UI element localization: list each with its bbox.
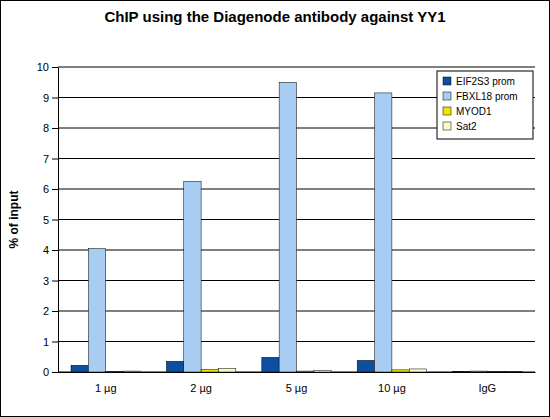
y-tick-label: 2 xyxy=(43,305,49,317)
bar xyxy=(375,93,392,372)
x-tick: 10 µg xyxy=(378,382,406,394)
y-tick-label: 5 xyxy=(43,214,49,226)
y-tick-label: 10 xyxy=(37,61,49,73)
legend-frame xyxy=(437,71,533,139)
x-tick: 1 µg xyxy=(95,382,117,394)
y-tick-mark xyxy=(52,159,58,160)
y-tick-mark xyxy=(52,342,58,343)
bar xyxy=(262,357,279,372)
x-tick-label: 1 µg xyxy=(95,382,117,394)
bar xyxy=(357,360,374,372)
bar xyxy=(392,370,409,372)
x-tick-label: 5 µg xyxy=(286,382,308,394)
y-tick-label: 4 xyxy=(43,244,49,256)
y-tick-label: 0 xyxy=(43,366,49,378)
x-tick: 2 µg xyxy=(190,382,212,394)
y-tick: 8 xyxy=(43,122,58,134)
y-tick: 6 xyxy=(43,183,58,195)
grid-line xyxy=(58,67,535,68)
y-tick-label: 9 xyxy=(43,92,49,104)
y-axis-line xyxy=(58,68,59,373)
y-tick-mark xyxy=(52,67,58,68)
y-tick: 1 xyxy=(43,336,58,348)
chart-border xyxy=(1,1,550,417)
bar xyxy=(71,365,88,372)
bar xyxy=(201,370,218,372)
y-tick-mark xyxy=(52,281,58,282)
x-axis: 1 µg 2 µg 5 µg 10 µg IgG xyxy=(59,373,536,394)
bar xyxy=(487,371,504,372)
bar xyxy=(505,371,522,372)
x-tick: 5 µg xyxy=(286,382,308,394)
y-axis-title: % of input xyxy=(7,191,21,249)
y-tick: 9 xyxy=(43,92,58,104)
legend-label: FBXL18 prom xyxy=(456,91,518,102)
y-tick-mark xyxy=(52,220,58,221)
y-tick-mark xyxy=(52,311,58,312)
bar xyxy=(409,369,426,372)
bar xyxy=(279,82,296,372)
y-tick-mark xyxy=(52,98,58,99)
legend-label: MYOD1 xyxy=(456,106,492,117)
y-tick-label: 3 xyxy=(43,275,49,287)
y-tick-label: 7 xyxy=(43,153,49,165)
y-tick: 10 xyxy=(37,61,58,73)
bar xyxy=(184,181,201,372)
bar xyxy=(453,371,470,372)
y-tick-mark xyxy=(52,189,58,190)
y-tick-mark xyxy=(52,250,58,251)
y-tick-label: 6 xyxy=(43,183,49,195)
bar xyxy=(166,361,183,372)
y-tick: 4 xyxy=(43,244,58,256)
legend-swatch xyxy=(443,107,451,115)
legend-label: EIF2S3 prom xyxy=(456,76,515,87)
chart-title: ChIP using the Diagenode antibody agains… xyxy=(104,8,445,25)
bar xyxy=(297,371,314,372)
legend-swatch xyxy=(443,92,451,100)
bar xyxy=(123,371,140,372)
grid-line xyxy=(58,372,535,373)
legend-swatch xyxy=(443,122,451,130)
y-tick-mark xyxy=(52,372,58,373)
y-tick-label: 1 xyxy=(43,336,49,348)
y-tick-label: 8 xyxy=(43,122,49,134)
y-axis: 0 1 2 3 4 5 6 7 8 9 10 xyxy=(37,61,59,378)
legend-label: Sat2 xyxy=(456,121,477,132)
y-tick: 7 xyxy=(43,153,58,165)
y-tick: 2 xyxy=(43,305,58,317)
bar xyxy=(470,371,487,372)
bar xyxy=(88,248,105,372)
x-tick-label: 2 µg xyxy=(190,382,212,394)
legend-swatch xyxy=(443,77,451,85)
grid xyxy=(58,67,535,372)
x-axis-line xyxy=(59,372,536,373)
y-tick: 5 xyxy=(43,214,58,226)
y-tick-mark xyxy=(52,128,58,129)
y-tick: 0 xyxy=(43,366,58,378)
legend: EIF2S3 prom FBXL18 prom MYOD1 Sat2 xyxy=(437,71,533,139)
x-tick-label: IgG xyxy=(478,382,496,394)
bar xyxy=(106,371,123,372)
bar xyxy=(218,368,235,372)
x-tick: IgG xyxy=(478,382,496,394)
x-tick-label: 10 µg xyxy=(378,382,406,394)
y-tick: 3 xyxy=(43,275,58,287)
bar xyxy=(314,370,331,372)
